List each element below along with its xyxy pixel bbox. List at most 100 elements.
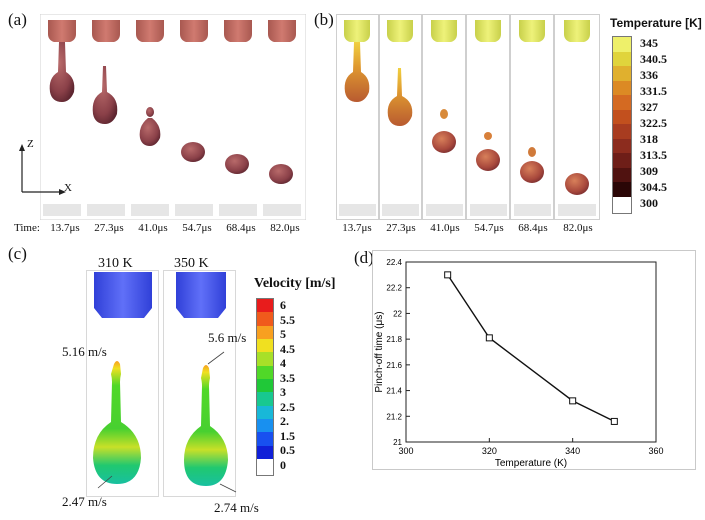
y-axis-label: Pinch-off time (μs) (374, 311, 385, 392)
panel-c-label: (c) (8, 244, 27, 263)
time-a-5: 68.4μs (226, 222, 256, 234)
velocity-colorbar-tick: 1.5 (280, 428, 295, 443)
x-tick-label: 340 (565, 446, 580, 456)
speed-310-bottom: 2.47 m/s (62, 494, 107, 509)
temperature-colorbar-swatch (613, 80, 631, 96)
plot-area (405, 261, 657, 443)
case-350-label: 350 K (174, 256, 209, 271)
time-a-4: 54.7μs (182, 222, 212, 234)
velocity-colorbar-swatch (257, 418, 273, 433)
time-b-2: 27.3μs (386, 222, 416, 234)
temperature-colorbar-tick: 336 (640, 68, 658, 82)
data-point (444, 271, 452, 279)
velocity-colorbar-swatch (257, 378, 273, 393)
temperature-colorbar-tick: 304.5 (640, 180, 667, 194)
velocity-colorbar-swatch (257, 405, 273, 419)
time-a-2: 27.3μs (94, 222, 124, 234)
temperature-colorbar-tick: 309 (640, 164, 658, 178)
temperature-colorbar-swatch (613, 124, 631, 139)
time-b-6: 82.0μs (563, 222, 593, 234)
panel-d-label: (d) (354, 248, 374, 267)
y-tick-label: 21.4 (386, 387, 402, 396)
temperature-colorbar (612, 36, 632, 214)
velocity-colorbar-swatch (257, 325, 273, 339)
velocity-colorbar-swatch (257, 365, 273, 379)
temperature-colorbar-swatch (613, 138, 631, 154)
temperature-colorbar-tick: 345 (640, 36, 658, 50)
velocity-droplets (86, 270, 237, 497)
speed-310-tip: 5.16 m/s (62, 344, 107, 359)
temperature-colorbar-tick: 300 (640, 196, 658, 210)
time-b-5: 68.4μs (518, 222, 548, 234)
velocity-colorbar-tick: 5.5 (280, 312, 295, 327)
droplet-350 (184, 365, 228, 486)
velocity-colorbar-swatch (257, 312, 273, 326)
temperature-colorbar-swatch (613, 167, 631, 183)
case-310-label: 310 K (98, 256, 133, 271)
temperature-colorbar-swatch (613, 95, 631, 110)
velocity-colorbar-swatch (257, 445, 273, 459)
x-tick-label: 300 (398, 446, 413, 456)
velocity-colorbar-swatch (257, 338, 273, 353)
temperature-colorbar-swatch (613, 66, 631, 81)
temperature-colorbar-swatch (613, 37, 631, 52)
velocity-colorbar-swatch (257, 299, 273, 313)
temperature-colorbar-tick: 331.5 (640, 84, 667, 98)
temperature-colorbar-tick: 340.5 (640, 52, 667, 66)
velocity-colorbar-tick: 4.5 (280, 341, 295, 356)
data-point (485, 334, 493, 342)
time-b-4: 54.7μs (474, 222, 504, 234)
panel-b-nozzles (344, 20, 590, 42)
velocity-colorbar-tick: 3 (280, 385, 286, 400)
axis-x-label: X (64, 182, 72, 194)
velocity-colorbar-tick: 2. (280, 414, 289, 429)
y-tick-label: 22.2 (386, 284, 402, 293)
temperature-colorbar-swatch (613, 109, 631, 125)
speed-350-tip: 5.6 m/s (208, 330, 247, 345)
x-axis-label: Temperature (K) (495, 458, 567, 468)
time-a-1: 13.7μs (50, 222, 80, 234)
velocity-colorbar-tick: 0.5 (280, 443, 295, 458)
temperature-colorbar-swatch (613, 153, 631, 168)
velocity-colorbar-tick: 3.5 (280, 370, 295, 385)
y-tick-label: 21.8 (386, 335, 402, 344)
velocity-colorbar-tick: 0 (280, 458, 286, 472)
velocity-colorbar-swatch (257, 352, 273, 366)
velocity-colorbar-title: Velocity [m/s] (254, 276, 336, 291)
axes-triad (19, 144, 66, 195)
panel-b-sequence (336, 14, 600, 220)
time-a-3: 41.0μs (138, 222, 168, 234)
speed-350-bottom: 2.74 m/s (214, 500, 259, 515)
panel-a-label: (a) (8, 10, 27, 29)
data-point (610, 417, 618, 425)
time-b-1: 13.7μs (342, 222, 372, 234)
temperature-colorbar-title: Temperature [K] (610, 16, 702, 30)
velocity-colorbar-swatch (257, 392, 273, 406)
y-tick-label: 21.2 (386, 412, 402, 421)
temperature-colorbar-tick: 322.5 (640, 116, 667, 130)
temperature-colorbar-swatch (613, 51, 631, 67)
data-point (569, 397, 577, 405)
y-tick-label: 21.6 (386, 361, 402, 370)
time-caption: Time: (14, 222, 40, 234)
x-tick-label: 320 (482, 446, 497, 456)
time-a-6: 82.0μs (270, 222, 300, 234)
panel-a-sequence (40, 14, 306, 220)
temperature-colorbar-tick: 313.5 (640, 148, 667, 162)
panel-b-label: (b) (314, 10, 334, 29)
y-tick-label: 21 (393, 438, 402, 447)
velocity-colorbar-swatch (257, 432, 273, 446)
time-b-3: 41.0μs (430, 222, 460, 234)
panel-a-nozzles (48, 20, 296, 42)
series-line (447, 274, 615, 423)
velocity-colorbar (256, 298, 274, 476)
nozzle-350 (176, 272, 226, 318)
x-tick-label: 360 (648, 446, 663, 456)
temperature-colorbar-swatch (613, 182, 631, 197)
velocity-colorbar-tick: 5 (280, 327, 286, 342)
velocity-colorbar-tick: 2.5 (280, 399, 295, 414)
axis-z-label: Z (27, 138, 34, 150)
pinch-off-chart: 300 320 340 360 21 21.2 21.4 21.6 21.8 22 22.2 22.… (374, 258, 664, 468)
panel-a-droplets (49, 42, 293, 184)
nozzle-310 (94, 272, 152, 318)
